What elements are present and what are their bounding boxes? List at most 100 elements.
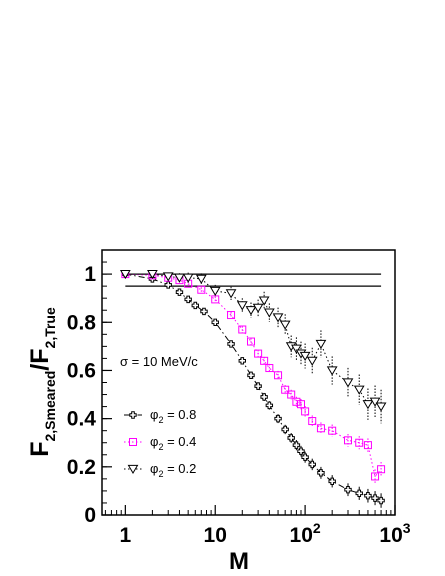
data-point (225, 289, 237, 299)
data-point (197, 285, 206, 294)
series-line (125, 273, 382, 502)
data-point (353, 385, 365, 395)
data-point (377, 465, 386, 474)
series-line (125, 273, 382, 407)
legend-label: φ2 = 0.2 (150, 461, 196, 479)
data-point (343, 436, 352, 445)
legend-marker (129, 438, 137, 446)
x-axis-title: M (229, 548, 249, 575)
x-axis: 1 10 102 103 (104, 505, 411, 547)
x-tick-base: 1 (119, 524, 131, 547)
data-point (265, 401, 274, 410)
y-axis: 0 0.2 0.4 0.6 0.8 1 (67, 249, 112, 527)
data-point (247, 371, 255, 379)
data-point (328, 477, 336, 485)
data-point (119, 269, 131, 280)
data-point (287, 390, 296, 399)
data-point (272, 313, 284, 323)
data-point (200, 307, 208, 316)
legend: φ2 = 0.8φ2 = 0.4φ2 = 0.2 (124, 407, 196, 479)
legend-subscript: 2 (158, 415, 163, 425)
data-point (274, 371, 283, 380)
data-point (377, 496, 385, 505)
data-point (227, 340, 235, 348)
data-point (184, 295, 192, 304)
series-line (125, 273, 382, 478)
data-point (315, 339, 327, 349)
data-point (301, 453, 309, 461)
legend-marker (127, 464, 139, 475)
y-tick-label: 0.6 (67, 359, 96, 382)
data-point (362, 400, 374, 410)
data-point (342, 378, 354, 388)
legend-label: φ2 = 0.8 (150, 407, 196, 425)
legend-value: = 0.8 (163, 407, 196, 422)
legend-symbol: φ (150, 461, 158, 476)
data-point (227, 311, 236, 320)
y-title-slash: /F (26, 348, 54, 370)
data-point (281, 385, 290, 394)
data-point (274, 414, 282, 423)
annotation: σ = 10 MeV/c (120, 354, 198, 369)
data-point (174, 273, 185, 283)
data-point (375, 402, 387, 412)
data-point (260, 356, 269, 365)
legend-symbol: φ (150, 434, 158, 449)
data-point (260, 393, 268, 401)
data-point (317, 469, 325, 477)
y-tick-label: 0.4 (67, 408, 97, 431)
x-tick-base: 10 (379, 524, 402, 547)
data-point (299, 351, 311, 362)
y-tick-label: 1 (84, 263, 96, 286)
data-point (245, 306, 257, 316)
data-point (292, 441, 301, 449)
x-tick-label: 102 (290, 520, 321, 547)
data-point (287, 434, 295, 442)
data-point (246, 337, 255, 346)
data-point (238, 325, 247, 334)
data-point (291, 344, 302, 354)
data-point (252, 303, 264, 313)
data-point (265, 364, 274, 373)
series-plus (121, 270, 385, 508)
series-triangle-down (119, 269, 387, 424)
legend-subscript: 2 (158, 442, 163, 452)
data-point (363, 441, 372, 450)
x-tick-exponent: 3 (403, 520, 411, 536)
data-point (195, 274, 207, 284)
data-point (316, 424, 325, 433)
data-point (371, 472, 380, 481)
data-point (258, 296, 270, 306)
data-point (328, 426, 337, 435)
legend-label: φ2 = 0.4 (150, 434, 196, 452)
data-point (297, 447, 305, 455)
data-point (164, 281, 172, 289)
data-point (344, 486, 352, 494)
reference-lines (125, 273, 382, 287)
x-tick-base: 10 (290, 524, 313, 547)
data-point (238, 357, 246, 365)
data-point (355, 438, 364, 447)
data-point (355, 489, 363, 498)
data-point (369, 397, 381, 407)
x-tick-label: 10 (204, 524, 227, 547)
y-title-main: F (26, 442, 54, 457)
data-point (371, 494, 379, 502)
data-point (364, 492, 372, 500)
y-tick-label: 0.8 (67, 311, 97, 334)
x-tick-label: 1 (119, 524, 131, 547)
legend-value: = 0.4 (163, 434, 196, 449)
x-tick-exponent: 2 (313, 520, 321, 536)
data-point (279, 320, 291, 330)
legend-subscript: 2 (158, 469, 163, 479)
data-point (308, 417, 317, 426)
data-point (292, 397, 301, 406)
y-tick-label: 0.2 (67, 456, 96, 479)
data-point (281, 425, 289, 434)
data-point (308, 460, 316, 469)
data-point (191, 301, 199, 310)
data-point (175, 288, 184, 296)
y-title-sub2: 2,True (42, 307, 58, 348)
legend-marker (129, 411, 137, 419)
